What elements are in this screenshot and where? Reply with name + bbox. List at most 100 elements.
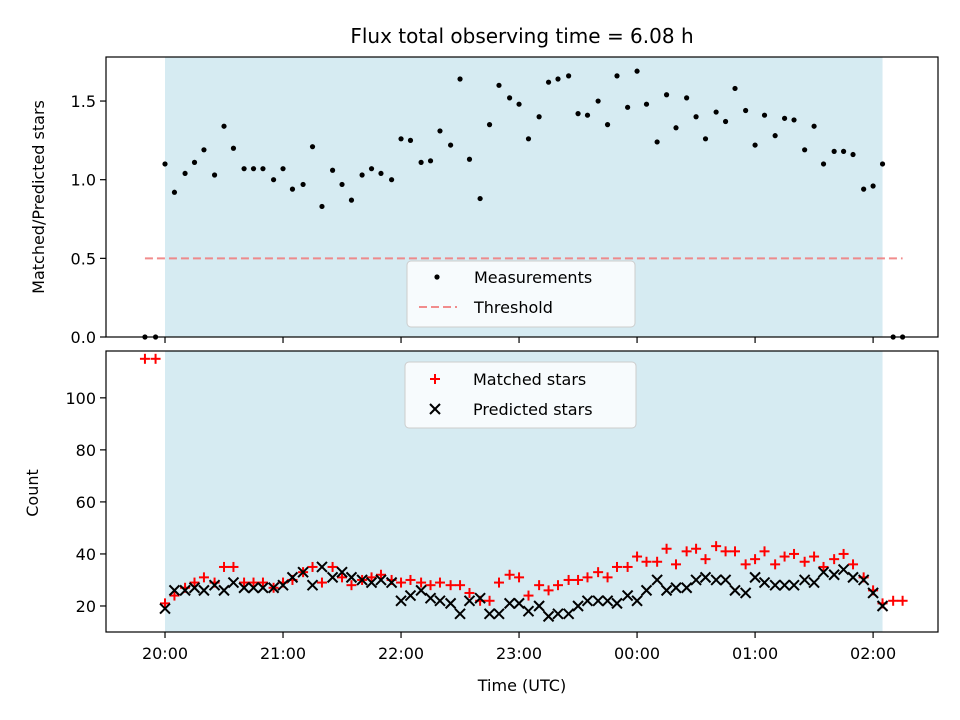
count-x-tick-label: 00:00	[614, 644, 660, 663]
predicted-point	[592, 595, 604, 607]
measurement-point	[339, 181, 345, 188]
predicted-point-b	[415, 584, 427, 597]
predicted-point	[444, 597, 457, 610]
predicted-point-b	[808, 576, 820, 589]
predicted-point	[562, 608, 575, 620]
predicted-point	[533, 600, 545, 612]
measurement-point	[545, 79, 552, 85]
ratio-y-tick-label: 1.5	[71, 92, 96, 111]
predicted-point	[306, 579, 319, 591]
chart-title: Flux total observing time = 6.08 h	[350, 24, 693, 48]
predicted-point	[198, 584, 210, 597]
matched-point	[552, 580, 563, 591]
predicted-point-b	[670, 582, 682, 594]
matched-point	[366, 572, 377, 583]
predicted-point-b	[277, 579, 289, 591]
measurement-point	[604, 122, 611, 128]
measurement-point	[260, 166, 266, 172]
predicted-point-b	[562, 608, 575, 620]
predicted-point	[719, 574, 732, 586]
predicted-point	[828, 569, 840, 581]
matched-point	[337, 572, 348, 583]
measurement-point	[241, 166, 247, 172]
measurement-point	[378, 170, 384, 177]
predicted-point	[474, 592, 486, 604]
predicted-point-b	[365, 576, 378, 589]
measurement-point	[418, 159, 424, 165]
matched-point	[661, 543, 672, 554]
measurement-point	[752, 142, 758, 148]
ratio-axis-ticks: 0.0 0.5 1.0 1.5	[71, 92, 874, 347]
predicted-point-b	[699, 571, 712, 584]
predicted-point	[454, 608, 466, 620]
matched-point	[829, 554, 840, 565]
measurement-point	[448, 142, 454, 148]
predicted-point	[572, 600, 584, 612]
predicted-point	[581, 595, 594, 607]
predicted-point-b	[533, 600, 545, 612]
ratio-plot-frame	[105, 56, 939, 338]
matched-point	[759, 546, 770, 557]
measurement-point	[162, 161, 168, 167]
measurement-point	[368, 166, 375, 172]
measurement-point	[171, 189, 178, 195]
measurement-point	[820, 161, 827, 167]
count-axis-ticks: 20 40 60 80 100 20:00 21:00 22:00 23:00 00:00 01:0…	[65, 389, 896, 663]
count-x-tick-label: 02:00	[850, 644, 896, 663]
predicted-point-b	[758, 576, 771, 589]
legend-measurements-label: Measurements	[474, 268, 592, 287]
measurement-point	[732, 85, 738, 92]
matched-point	[543, 585, 554, 596]
measurement-point	[230, 145, 237, 151]
predicted-point-b	[395, 595, 407, 607]
ratio-y-tick-label: 1.0	[71, 171, 96, 190]
matched-point	[327, 561, 338, 572]
predicted-point-b	[749, 571, 761, 584]
matched-point	[602, 572, 613, 583]
measurement-point	[211, 172, 218, 178]
predicted-point-b	[739, 587, 752, 599]
matched-point	[534, 580, 545, 591]
predicted-point	[168, 584, 181, 597]
predicted-point-b	[375, 574, 387, 586]
matched-point	[228, 561, 239, 572]
predicted-point-b	[542, 610, 555, 623]
predicted-point-b	[867, 587, 879, 599]
matched-point	[198, 572, 209, 583]
count-x-tick-label: 21:00	[260, 644, 306, 663]
ratio-y-tick-label: 0.5	[71, 249, 96, 268]
predicted-point	[798, 574, 811, 586]
predicted-point	[651, 574, 663, 586]
matched-point	[720, 546, 731, 557]
measurement-point	[388, 177, 395, 183]
predicted-point-b	[444, 597, 457, 610]
matched-point	[375, 569, 386, 580]
predicted-point-b	[316, 561, 328, 573]
matched-point	[848, 559, 859, 570]
matched-point	[593, 567, 604, 578]
predicted-point-b	[581, 595, 594, 607]
predicted-point	[847, 571, 859, 584]
predicted-point-b	[257, 582, 269, 594]
predicted-point	[277, 579, 289, 591]
matched-point	[711, 541, 722, 552]
predicted-point-b	[503, 597, 516, 610]
predicted-point-b	[778, 579, 791, 591]
predicted-point	[238, 582, 250, 594]
predicted-point	[503, 597, 516, 610]
predicted-point-b	[306, 579, 319, 591]
predicted-point	[876, 600, 889, 612]
legend-threshold-label: Threshold	[473, 298, 553, 317]
measurement-point	[761, 112, 768, 118]
predicted-point	[837, 563, 850, 576]
predicted-point	[434, 595, 446, 607]
predicted-point	[404, 589, 417, 602]
matched-point	[641, 556, 652, 567]
measurement-point	[625, 104, 631, 110]
count-y-axis-label: Count	[23, 469, 42, 517]
predicted-point	[188, 582, 201, 594]
predicted-point	[857, 574, 870, 586]
predicted-point-b	[857, 574, 870, 586]
predicted-point	[267, 582, 280, 594]
measurement-point	[407, 137, 414, 143]
